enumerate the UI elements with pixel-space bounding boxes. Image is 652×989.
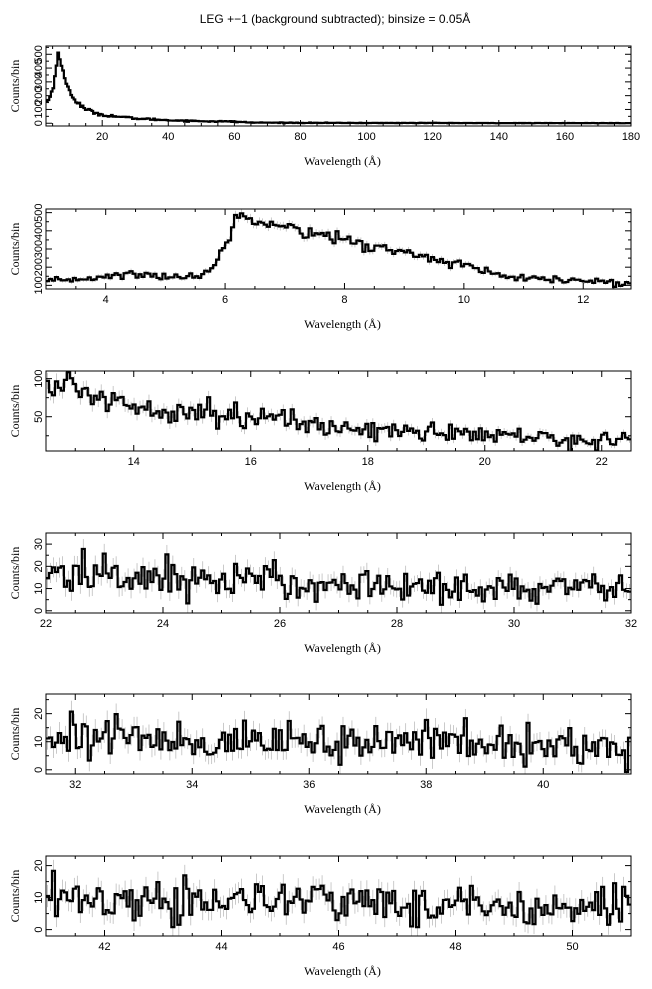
y-tick-label: 0 — [33, 120, 45, 126]
panel-5: 32 34 36 38 40 0 10 20 Wavelength (Å) Counts/bin — [8, 693, 632, 816]
x-tick-label: 32 — [69, 779, 81, 791]
y-axis-label: Counts/bin — [8, 223, 22, 276]
x-tick-label: 8 — [341, 294, 347, 306]
x-tick-label: 44 — [215, 941, 227, 953]
y-tick-label: 400 — [33, 59, 45, 77]
x-tick-label: 120 — [424, 131, 442, 143]
x-tick-label: 48 — [449, 941, 461, 953]
y-tick-label: 500 — [33, 203, 45, 221]
y-tick-label: 20 — [33, 560, 45, 572]
x-axis-label: Wavelength (Å) — [304, 641, 381, 655]
y-tick-label: 30 — [33, 538, 45, 550]
y-tick-label: 300 — [33, 240, 45, 258]
y-tick-label: 100 — [33, 369, 45, 387]
panel-1: 20 40 60 80 100 120 140 160 1800100200300400500W… — [8, 45, 640, 168]
x-tick-label: 32 — [625, 618, 637, 630]
y-tick-label: 100 — [33, 276, 45, 294]
x-tick-label: 30 — [508, 618, 520, 630]
x-tick-label: 14 — [128, 456, 140, 468]
y-tick-label: 300 — [33, 73, 45, 91]
x-axis-label: Wavelength (Å) — [304, 802, 381, 816]
x-axis-label: Wavelength (Å) — [304, 154, 381, 168]
spectrum-line-6 — [46, 869, 631, 929]
x-tick-label: 160 — [556, 131, 574, 143]
spectrum-line-3 — [46, 371, 631, 451]
x-tick-label: 4 — [103, 294, 109, 306]
x-tick-label: 24 — [157, 618, 169, 630]
x-tick-label: 22 — [596, 456, 608, 468]
y-tick-label: 500 — [33, 45, 45, 63]
panel-3: 14 16 18 20 22 50 100 Wavelength (Å) Counts/bin — [8, 369, 632, 493]
x-tick-label: 46 — [332, 941, 344, 953]
x-tick-label: 16 — [245, 456, 257, 468]
y-tick-label: 0 — [33, 608, 45, 614]
y-tick-label: 200 — [33, 86, 45, 104]
x-axis-label: Wavelength (Å) — [304, 964, 381, 978]
y-tick-label: 10 — [33, 582, 45, 594]
x-tick-label: 10 — [458, 294, 470, 306]
x-tick-label: 12 — [577, 294, 589, 306]
panel-4: 22 24 26 28 30 32 0 10 20 30 Wavelength (Å) Counts/… — [8, 532, 637, 655]
x-tick-label: 6 — [222, 294, 228, 306]
y-axis-label: Counts/bin — [8, 870, 22, 923]
y-tick-label: 10 — [33, 891, 45, 903]
x-tick-label: 20 — [96, 131, 108, 143]
x-tick-label: 40 — [162, 131, 174, 143]
x-tick-label: 36 — [303, 779, 315, 791]
spectrum-line-4 — [46, 547, 631, 606]
y-tick-label: 400 — [33, 222, 45, 240]
x-tick-label: 80 — [294, 131, 306, 143]
x-tick-label: 100 — [357, 131, 375, 143]
panel-6: 42 44 46 48 50 0 10 20 Wavelength (Å) Counts/bin — [8, 855, 632, 978]
x-tick-label: 42 — [98, 941, 110, 953]
y-tick-label: 20 — [33, 708, 45, 720]
y-tick-label: 50 — [33, 411, 45, 423]
y-axis-label: Counts/bin — [8, 385, 22, 438]
y-tick-label: 10 — [33, 736, 45, 748]
plot-frame — [45, 45, 632, 127]
x-axis-label: Wavelength (Å) — [304, 479, 381, 493]
x-tick-label: 18 — [362, 456, 374, 468]
x-tick-label: 28 — [391, 618, 403, 630]
x-tick-label: 38 — [420, 779, 432, 791]
y-axis-label: Counts/bin — [8, 60, 22, 113]
x-tick-label: 40 — [537, 779, 549, 791]
y-axis-label: Counts/bin — [8, 547, 22, 600]
x-tick-label: 34 — [186, 779, 198, 791]
error-bars-6 — [47, 859, 630, 936]
spectrum-line-1 — [46, 51, 631, 125]
x-tick-label: 180 — [622, 131, 640, 143]
x-tick-label: 140 — [490, 131, 508, 143]
y-axis-label: Counts/bin — [8, 708, 22, 761]
y-tick-label: 0 — [33, 767, 45, 773]
y-tick-label: 200 — [33, 258, 45, 276]
y-tick-label: 100 — [33, 100, 45, 118]
x-tick-label: 20 — [479, 456, 491, 468]
panels: 20 40 60 80 100 120 140 160 1800100200300400500W… — [8, 45, 640, 978]
spectrum-line-5 — [46, 710, 631, 773]
y-tick-label: 0 — [33, 927, 45, 933]
x-tick-label: 60 — [228, 131, 240, 143]
figure-title: LEG +−1 (background subtracted); binsize… — [200, 11, 471, 26]
x-tick-label: 26 — [274, 618, 286, 630]
x-tick-label: 50 — [566, 941, 578, 953]
x-tick-label: 22 — [40, 618, 52, 630]
spectrum-line-2 — [46, 212, 631, 288]
x-axis-label: Wavelength (Å) — [304, 317, 381, 331]
y-tick-label: 20 — [33, 859, 45, 871]
